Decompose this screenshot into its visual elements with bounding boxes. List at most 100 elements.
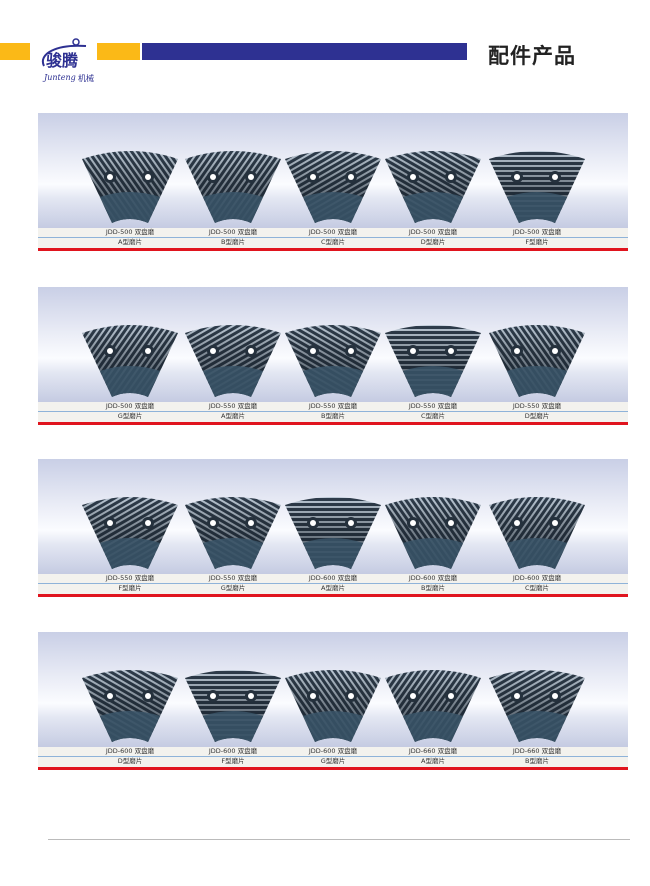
product-type: A型磨片 (221, 411, 245, 420)
product-model: JDD-500 双盘磨 (512, 228, 562, 236)
red-underline (38, 594, 628, 597)
product-caption: JDD-600 双盘磨 C型磨片 (482, 574, 592, 593)
product-caption: JDD-500 双盘磨 F型磨片 (482, 228, 592, 247)
product-caption: JDD-500 双盘磨 B型磨片 (178, 228, 288, 247)
product-model: JDD-600 双盘磨 (512, 574, 562, 582)
product-panel: JDD-500 双盘磨 G型磨片 JDD-550 双盘磨 A型磨片 JDD-550 双盘… (38, 287, 628, 426)
grinding-disc-segment-image (385, 497, 481, 569)
grinding-disc-segment-image (285, 497, 381, 569)
grinding-disc-segment-image (185, 151, 281, 223)
footer-divider (48, 839, 630, 840)
product-model: JDD-550 双盘磨 (408, 402, 458, 410)
svg-text:Junteng: Junteng (42, 73, 76, 82)
product-caption: JDD-660 双盘磨 A型磨片 (378, 747, 488, 766)
product-caption: JDD-550 双盘磨 D型磨片 (482, 402, 592, 421)
product-type: C型磨片 (420, 411, 446, 420)
svg-text:骏腾: 骏腾 (46, 51, 79, 70)
product-type: F型磨片 (221, 756, 245, 765)
company-logo: 骏腾 Junteng 机械 (36, 36, 96, 86)
product-model: JDD-600 双盘磨 (308, 747, 358, 755)
product-caption: JDD-500 双盘磨 G型磨片 (75, 402, 185, 421)
yellow-bar-mid (97, 43, 140, 60)
product-model: JDD-500 双盘磨 (105, 402, 155, 410)
product-model: JDD-600 双盘磨 (208, 747, 258, 755)
product-model: JDD-550 双盘磨 (105, 574, 155, 582)
caption-bar: JDD-600 双盘磨 D型磨片 JDD-600 双盘磨 F型磨片 JDD-600 双盘… (38, 747, 628, 767)
product-type: D型磨片 (524, 411, 550, 420)
product-model: JDD-500 双盘磨 (408, 228, 458, 236)
product-type: D型磨片 (420, 237, 446, 246)
product-caption: JDD-600 双盘磨 D型磨片 (75, 747, 185, 766)
product-caption: JDD-500 双盘磨 C型磨片 (278, 228, 388, 247)
grinding-disc-segment-image (489, 670, 585, 742)
product-type: B型磨片 (421, 583, 445, 592)
product-type: A型磨片 (421, 756, 445, 765)
grinding-disc-segment-image (489, 497, 585, 569)
product-caption: JDD-500 双盘磨 A型磨片 (75, 228, 185, 247)
product-caption: JDD-550 双盘磨 B型磨片 (278, 402, 388, 421)
grinding-disc-segment-image (385, 325, 481, 397)
grinding-disc-segment-image (489, 151, 585, 223)
product-model: JDD-600 双盘磨 (408, 574, 458, 582)
caption-divider (38, 583, 628, 584)
product-caption: JDD-600 双盘磨 A型磨片 (278, 574, 388, 593)
product-caption: JDD-550 双盘磨 F型磨片 (75, 574, 185, 593)
grinding-disc-segment-image (385, 670, 481, 742)
grinding-disc-segment-image (82, 670, 178, 742)
product-model: JDD-500 双盘磨 (208, 228, 258, 236)
grinding-disc-segment-image (185, 670, 281, 742)
grinding-disc-segment-image (385, 151, 481, 223)
product-model: JDD-500 双盘磨 (105, 228, 155, 236)
grinding-disc-segment-image (285, 151, 381, 223)
product-panel: JDD-500 双盘磨 A型磨片 JDD-500 双盘磨 B型磨片 JDD-500 双盘… (38, 113, 628, 252)
grinding-disc-segment-image (82, 497, 178, 569)
grinding-disc-segment-image (285, 325, 381, 397)
svg-text:机械: 机械 (78, 73, 94, 83)
page-title: 配件产品 (488, 44, 576, 68)
product-caption: JDD-660 双盘磨 B型磨片 (482, 747, 592, 766)
grinding-disc-segment-image (285, 670, 381, 742)
caption-divider (38, 237, 628, 238)
caption-bar: JDD-500 双盘磨 G型磨片 JDD-550 双盘磨 A型磨片 JDD-550 双盘… (38, 402, 628, 422)
red-underline (38, 422, 628, 425)
red-underline (38, 248, 628, 251)
product-model: JDD-660 双盘磨 (512, 747, 562, 755)
product-model: JDD-550 双盘磨 (512, 402, 562, 410)
product-type: C型磨片 (524, 583, 550, 592)
product-type: B型磨片 (321, 411, 345, 420)
product-model: JDD-600 双盘磨 (308, 574, 358, 582)
yellow-bar-left (0, 43, 30, 60)
product-caption: JDD-500 双盘磨 D型磨片 (378, 228, 488, 247)
product-caption: JDD-600 双盘磨 F型磨片 (178, 747, 288, 766)
red-underline (38, 767, 628, 770)
product-model: JDD-550 双盘磨 (208, 402, 258, 410)
product-type: B型磨片 (221, 237, 245, 246)
grinding-disc-segment-image (82, 151, 178, 223)
product-caption: JDD-550 双盘磨 C型磨片 (378, 402, 488, 421)
product-panel: JDD-550 双盘磨 F型磨片 JDD-550 双盘磨 G型磨片 JDD-600 双盘… (38, 459, 628, 598)
grinding-disc-segment-image (489, 325, 585, 397)
product-model: JDD-660 双盘磨 (408, 747, 458, 755)
product-caption: JDD-600 双盘磨 B型磨片 (378, 574, 488, 593)
product-model: JDD-550 双盘磨 (308, 402, 358, 410)
grinding-disc-segment-image (82, 325, 178, 397)
product-panel: JDD-600 双盘磨 D型磨片 JDD-600 双盘磨 F型磨片 JDD-600 双盘… (38, 632, 628, 771)
product-type: F型磨片 (525, 237, 549, 246)
product-caption: JDD-550 双盘磨 G型磨片 (178, 574, 288, 593)
product-type: D型磨片 (117, 756, 143, 765)
product-type: A型磨片 (321, 583, 345, 592)
product-caption: JDD-600 双盘磨 G型磨片 (278, 747, 388, 766)
caption-bar: JDD-500 双盘磨 A型磨片 JDD-500 双盘磨 B型磨片 JDD-500 双盘… (38, 228, 628, 248)
product-type: A型磨片 (118, 237, 142, 246)
caption-bar: JDD-550 双盘磨 F型磨片 JDD-550 双盘磨 G型磨片 JDD-600 双盘… (38, 574, 628, 594)
caption-divider (38, 411, 628, 412)
grinding-disc-segment-image (185, 325, 281, 397)
product-model: JDD-550 双盘磨 (208, 574, 258, 582)
product-model: JDD-600 双盘磨 (105, 747, 155, 755)
product-type: G型磨片 (320, 756, 346, 765)
grinding-disc-segment-image (185, 497, 281, 569)
blue-bar (142, 43, 467, 60)
product-type: C型磨片 (320, 237, 346, 246)
product-type: G型磨片 (220, 583, 246, 592)
product-type: F型磨片 (118, 583, 142, 592)
